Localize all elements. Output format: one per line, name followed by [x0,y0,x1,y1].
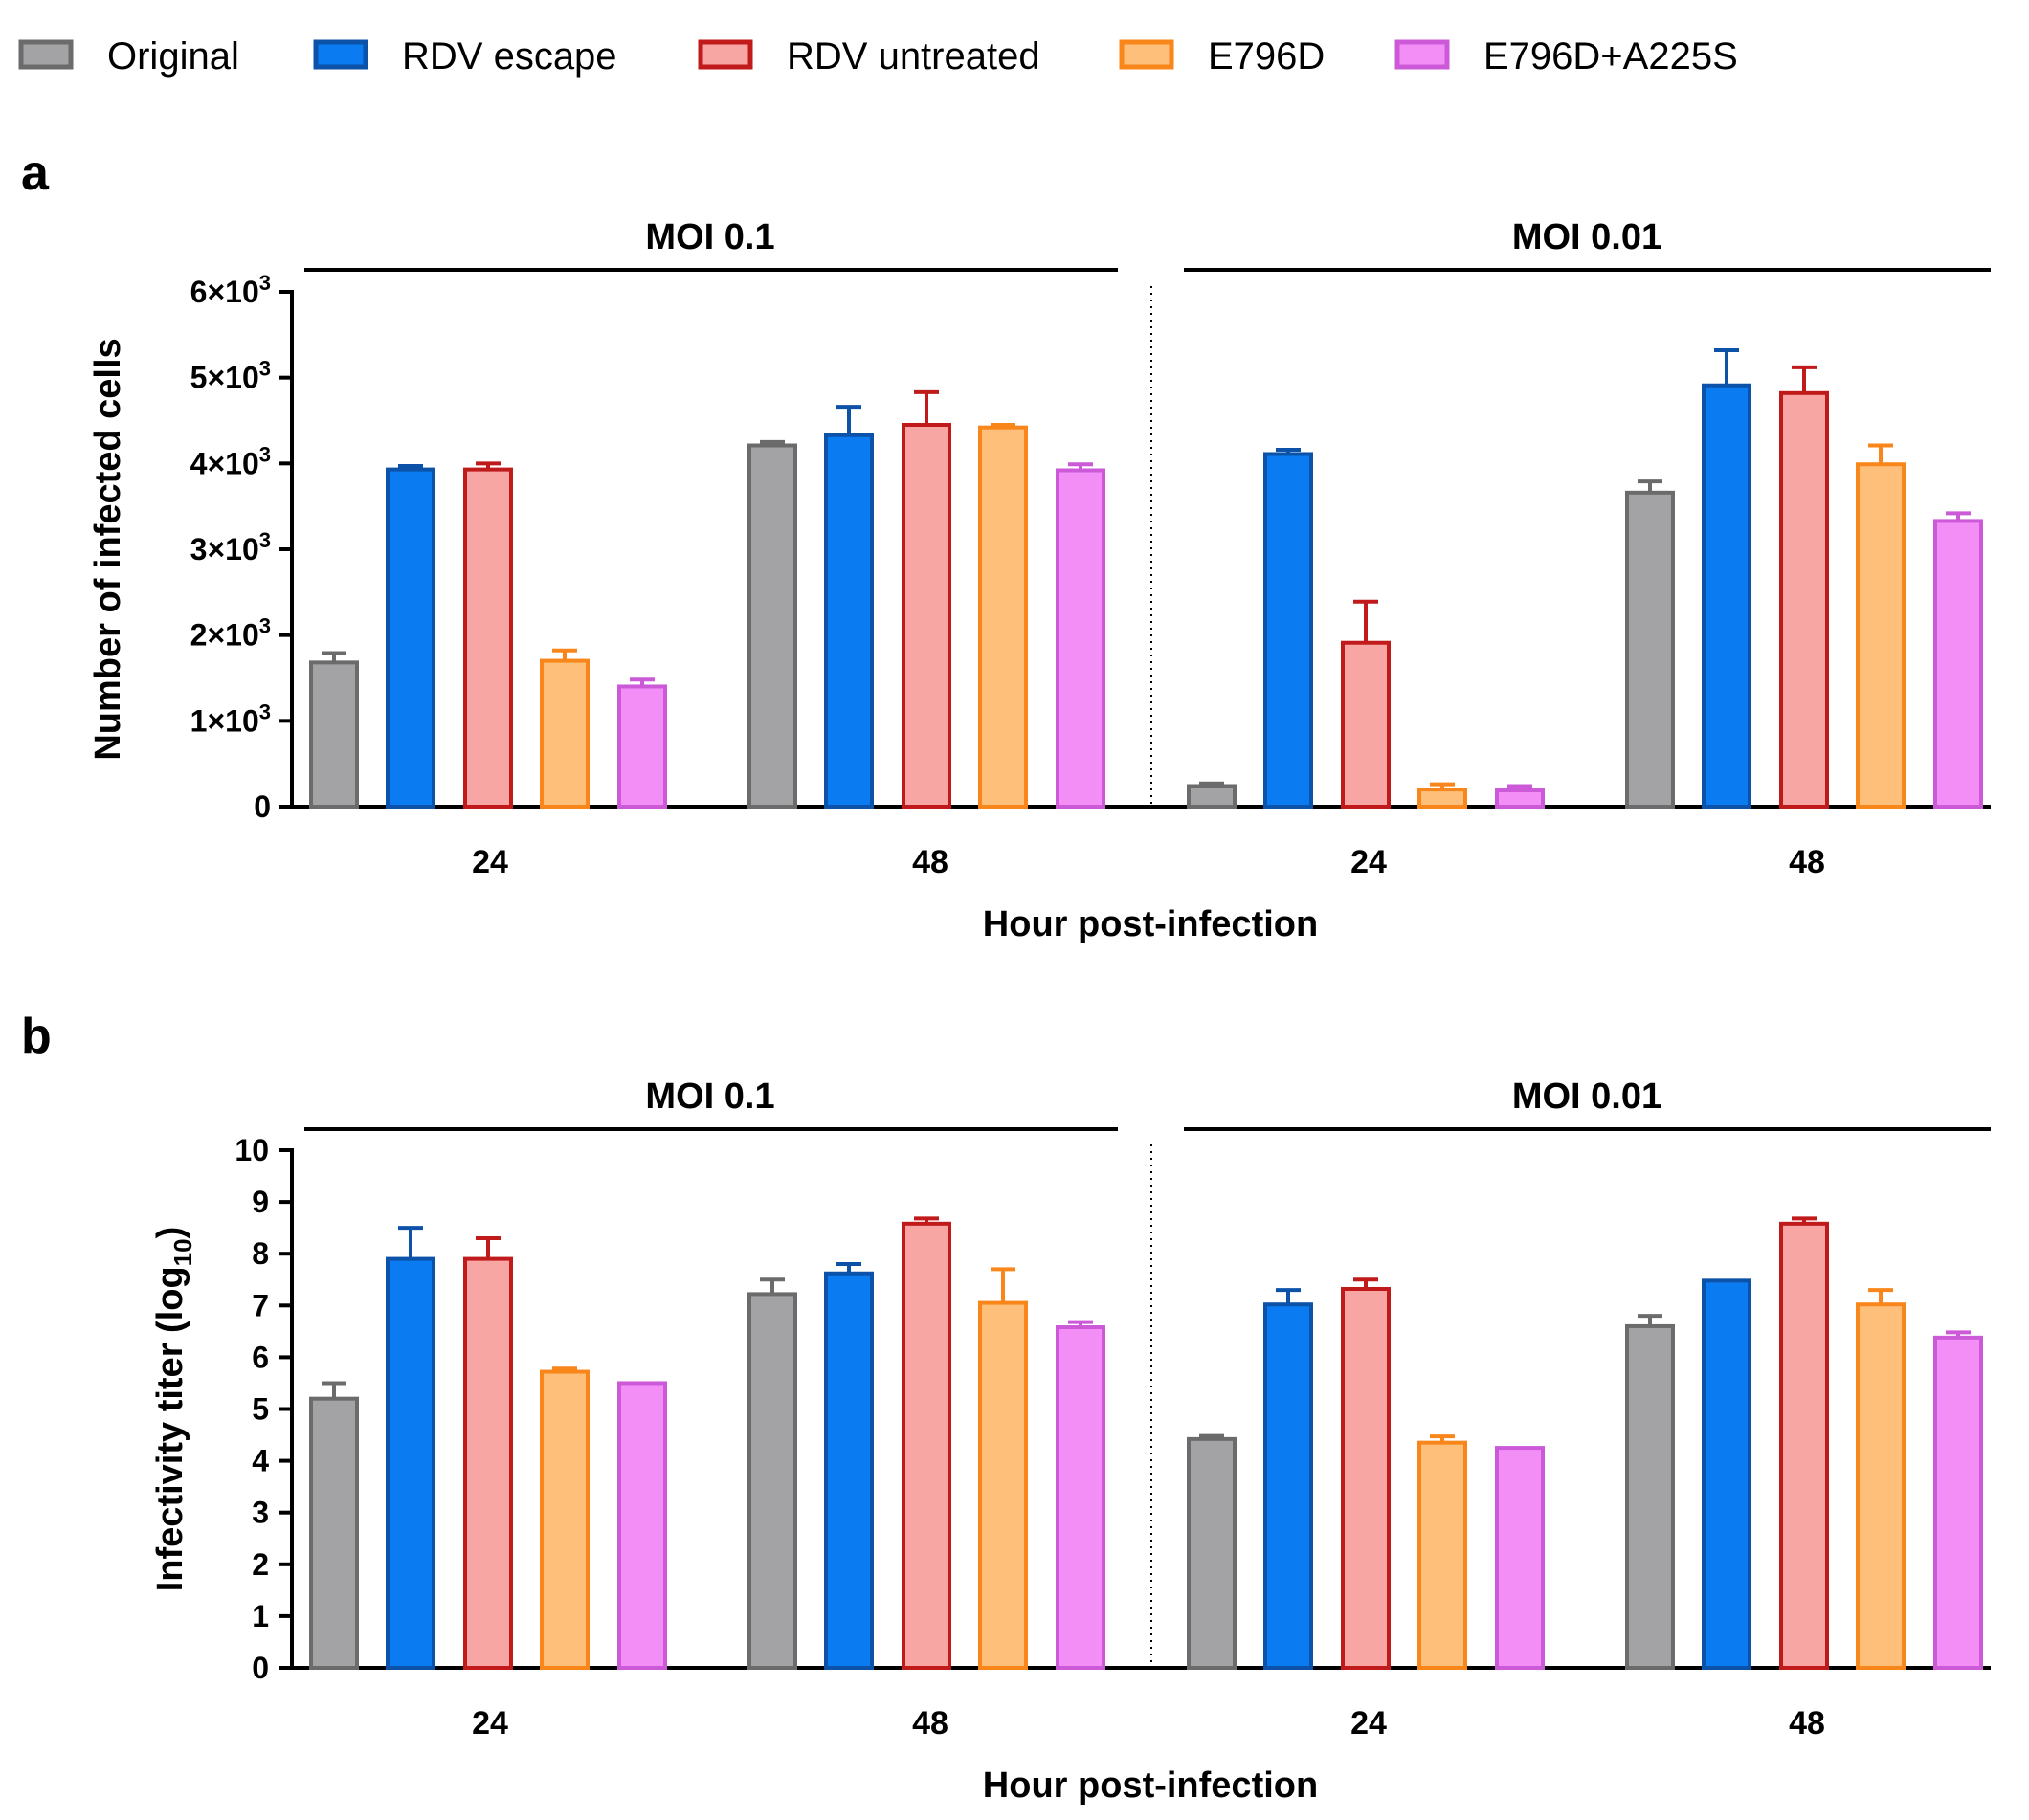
x-tick-label: 24 [472,1705,508,1742]
bar [1779,390,1829,809]
bar [617,684,667,810]
legend-label-4: E796D+A225S [1483,35,1738,78]
bar [824,1271,874,1671]
group-title-1: MOI 0.01 [1512,217,1661,257]
bar [463,467,513,809]
bar [1056,1325,1105,1670]
bar [978,425,1028,809]
y-tick-label-2: 2×103 [190,614,271,653]
y-tick-label-1: 1 [252,1599,269,1633]
y-tick-label-0: 0 [254,789,271,824]
bar [1856,462,1906,809]
x-axis-title: Hour post-infection [983,1765,1318,1806]
legend-swatch-0 [18,39,74,70]
bar [1779,1221,1829,1671]
legend-label-3: E796D [1208,35,1325,78]
bar [1187,784,1237,809]
group-title-1: MOI 0.01 [1512,1076,1661,1117]
y-tick-label-10: 10 [234,1133,269,1167]
y-tick-label-6: 6×103 [190,271,271,309]
legend-swatch-4 [1394,39,1450,70]
x-tick-label: 48 [1789,844,1825,880]
panel-letter-a: a [21,145,50,201]
legend-swatch-1 [313,39,368,70]
bar [1933,1335,1983,1671]
y-axis-title: Infectivity titer (log10) [150,1227,197,1592]
y-tick-label-4: 4×103 [190,442,271,480]
bar [902,1221,951,1671]
legend: Original RDV escape RDV untreated E796D E796… [18,35,1738,78]
y-tick-label-3: 3 [252,1496,269,1530]
y-tick-label-2: 2 [252,1547,269,1582]
bar [1417,788,1467,809]
legend-label-0: Original [107,35,239,78]
bar [747,443,797,809]
bar [386,1256,435,1670]
bar [617,1381,667,1670]
bar [1341,1286,1391,1671]
bar [1187,1436,1237,1671]
panel-a-chart: 0 1×103 2×103 3×103 4×103 5×103 6×103 Number of… [88,217,1991,944]
group-title-0: MOI 0.1 [645,1076,774,1117]
bar [1417,1440,1467,1671]
bar [1625,1323,1675,1670]
bar [1856,1302,1906,1671]
y-tick-label-3: 3×103 [190,528,271,566]
y-tick-label-8: 8 [252,1236,269,1271]
bar [978,1300,1028,1670]
bar [1933,519,1983,809]
x-tick-label: 48 [912,844,948,880]
x-axis-title: Hour post-infection [983,904,1318,944]
panel-b-chart: 0 1 2 3 4 5 6 7 8 9 10 Infectivity titer (log10) Hou… [150,1076,1991,1806]
bar [824,433,874,809]
bar [1495,1446,1545,1670]
x-tick-label: 48 [912,1705,948,1742]
bar [1495,788,1545,809]
bar [540,658,590,809]
bar [1263,1302,1313,1671]
bar [1625,490,1675,809]
legend-label-1: RDV escape [402,35,617,78]
legend-label-2: RDV untreated [787,35,1040,78]
bar [902,422,951,809]
y-tick-label-5: 5×103 [190,357,271,395]
y-axis-title: Number of infected cells [88,338,128,760]
group-title-0: MOI 0.1 [645,217,774,257]
x-tick-label: 48 [1789,1705,1825,1742]
bar [1702,1278,1751,1671]
y-tick-label-1: 1×103 [190,699,271,738]
y-tick-label-5: 5 [252,1392,269,1427]
y-tick-label-9: 9 [252,1185,269,1219]
bar [1263,452,1313,809]
bar [747,1292,797,1670]
y-tick-label-6: 6 [252,1340,269,1374]
bar [309,1396,359,1671]
x-tick-label: 24 [1350,1705,1387,1742]
bar [463,1256,513,1670]
bar [1056,468,1105,809]
y-tick-label-7: 7 [252,1288,269,1322]
legend-swatch-2 [698,39,753,70]
panel-letter-b: b [21,1009,52,1064]
x-tick-label: 24 [472,844,508,880]
bar [1702,383,1751,809]
y-tick-label-0: 0 [252,1651,269,1685]
bar [309,660,359,809]
legend-swatch-3 [1119,39,1174,70]
bar [1341,640,1391,810]
y-tick-label-4: 4 [252,1444,269,1478]
bar [540,1369,590,1670]
x-tick-label: 24 [1350,844,1387,880]
bar [386,467,435,809]
